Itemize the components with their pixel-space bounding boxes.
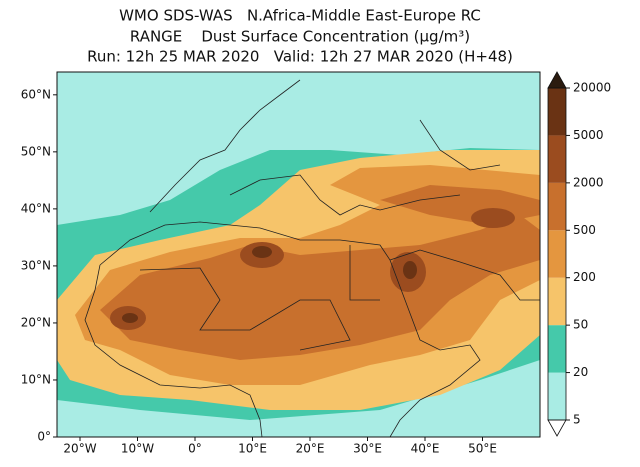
x-tick-label: 40°E [411,442,440,456]
colorbar-label: 5 [573,413,581,427]
colorbar-segment [548,277,566,326]
colorbar-frame [547,87,567,421]
colorbar-extend-max [547,71,567,89]
colorbar-label: 200 [573,270,596,284]
dust-5000 [122,313,138,323]
dust-5000 [403,261,417,279]
coastline [84,264,263,437]
dust-500 [100,215,540,360]
x-tick-label: 10°E [238,442,267,456]
colorbar-segment [548,88,566,136]
colorbar-label: 5000 [573,128,604,142]
y-tick-label: 0° [37,430,51,444]
colorbar-segment [548,325,566,373]
title-line: Run: 12h 25 MAR 2020 Valid: 12h 27 MAR 2… [87,48,513,66]
map-frame [56,71,541,438]
colorbar-label: 2000 [573,175,604,189]
colorbar-segment [548,230,566,278]
colorbar-label: 20000 [573,81,611,95]
x-tick-label: 10°W [121,442,154,456]
x-tick-label: 50°E [468,442,497,456]
colorbar-label: 500 [573,223,596,237]
y-tick-label: 50°N [21,144,51,158]
colorbar: 5 20 50 200 500 2000 5000 20000 [547,71,611,437]
colorbar-segment [548,135,566,183]
colorbar-label: 20 [573,365,588,379]
y-tick-label: 30°N [21,258,51,272]
x-tick-label: 30°E [353,442,382,456]
border [139,245,380,351]
low-dust-north [57,72,540,225]
x-tick-label: 20°W [63,442,96,456]
dust-2000 [471,208,515,228]
title-line: WMO SDS-WAS N.Africa-Middle East-Europe … [119,7,481,25]
y-tick-label: 60°N [21,87,51,101]
x-tick-label: 20°E [296,442,325,456]
axes: 20°W 10°W 0° 10°E 20°E 30°E 40°E 50°E 0° 10°N 20°N… [21,87,497,455]
title-line: RANGE Dust Surface Concentration (µg/m³) [130,28,470,46]
colorbar-segment [548,182,566,231]
y-tick-label: 40°N [21,201,51,215]
x-tick-label: 0° [188,442,202,456]
dust-5000 [252,246,272,258]
coastline [149,79,540,301]
low-dust-south [57,360,540,437]
colorbar-segment [548,372,566,420]
y-tick-label: 20°N [21,315,51,329]
colorbar-extend-min [547,419,567,437]
colorbar-label: 50 [573,318,588,332]
y-tick-label: 10°N [21,372,51,386]
map-area [57,72,540,437]
